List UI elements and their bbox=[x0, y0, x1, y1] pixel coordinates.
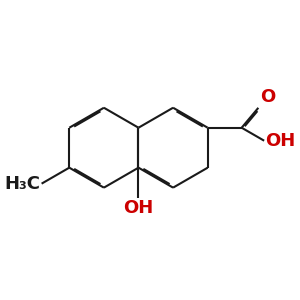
Text: O: O bbox=[260, 88, 275, 106]
Text: H₃C: H₃C bbox=[5, 175, 41, 193]
Text: OH: OH bbox=[123, 199, 154, 217]
Text: OH: OH bbox=[265, 132, 295, 150]
